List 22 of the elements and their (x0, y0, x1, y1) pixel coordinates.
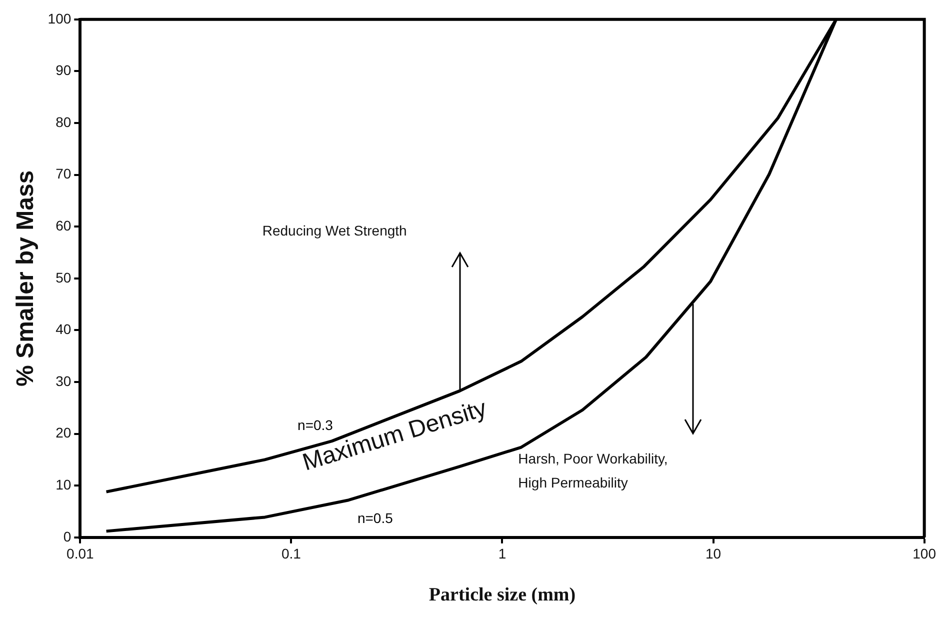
x-tick-label: 100 (912, 546, 936, 562)
y-tick-label: 0 (63, 528, 72, 544)
series-label: n=0.5 (357, 510, 394, 526)
y-tick-label: 50 (56, 269, 72, 286)
annotation: Reducing Wet Strength (262, 222, 407, 239)
x-tick-label: 1 (498, 546, 506, 562)
y-tick-label: 40 (56, 321, 72, 338)
x-axis-title: Particle size (mm) (428, 584, 576, 606)
y-tick-label: 100 (48, 10, 72, 26)
y-tick-label: 20 (56, 424, 72, 441)
x-tick-label: 10 (705, 546, 722, 562)
y-tick-label: 90 (56, 62, 72, 78)
y-tick-label: 80 (56, 114, 72, 130)
x-tick-label: 0.1 (281, 546, 302, 562)
series-label: n=0.3 (298, 416, 334, 433)
y-tick-label: 70 (56, 166, 72, 182)
annotation: Harsh, Poor Workability, High Permeability (518, 450, 668, 491)
y-axis-title: % Smaller by Mass (12, 170, 40, 386)
y-tick-label: 30 (56, 372, 72, 389)
x-tick-label: 0.01 (66, 546, 94, 562)
y-tick-label: 60 (56, 217, 72, 234)
y-tick-label: 10 (56, 476, 72, 492)
